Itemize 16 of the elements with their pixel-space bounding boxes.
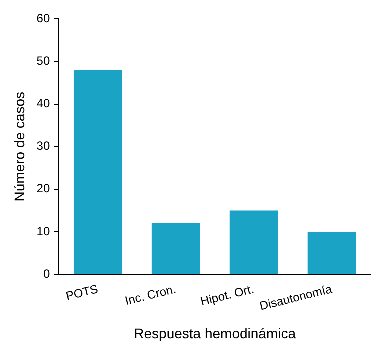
y-tick-label: 0	[43, 266, 50, 281]
y-tick-label: 30	[36, 139, 50, 154]
y-axis-title: Número de casos	[11, 92, 28, 202]
x-tick-label: Hipot. Ort.	[199, 282, 256, 309]
x-tick-label: POTS	[64, 282, 100, 304]
y-tick-label: 50	[36, 54, 50, 68]
x-axis-title: Respuesta hemodinámica	[134, 325, 296, 342]
bar	[230, 210, 278, 274]
y-tick-label: 20	[36, 182, 50, 196]
bar	[152, 223, 200, 274]
y-tick-label: 60	[36, 12, 50, 26]
y-tick-label: 10	[36, 224, 50, 238]
y-tick-label: 40	[36, 96, 50, 111]
bar	[74, 70, 122, 274]
x-tick-label: Inc. Cron.	[124, 282, 178, 308]
bar	[308, 232, 356, 274]
